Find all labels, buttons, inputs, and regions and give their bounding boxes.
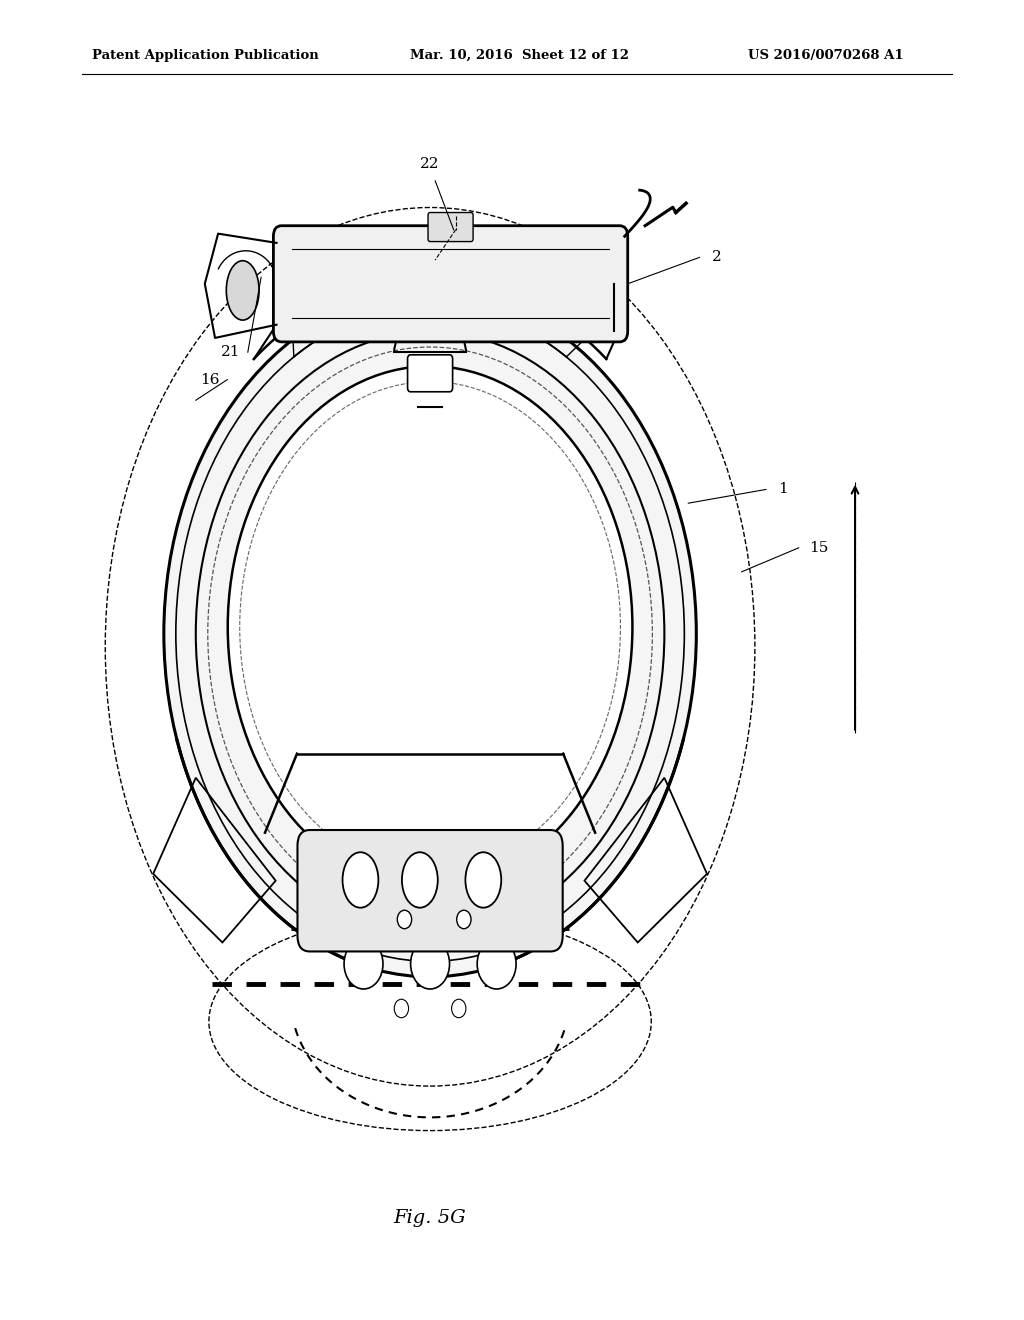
Circle shape (394, 999, 409, 1018)
Text: 15: 15 (810, 541, 828, 554)
Text: Patent Application Publication: Patent Application Publication (92, 49, 318, 62)
Text: 1: 1 (778, 482, 788, 496)
Ellipse shape (226, 260, 259, 319)
Text: Mar. 10, 2016  Sheet 12 of 12: Mar. 10, 2016 Sheet 12 of 12 (410, 49, 629, 62)
Text: 22: 22 (420, 157, 440, 170)
Circle shape (457, 911, 471, 929)
Circle shape (227, 366, 633, 888)
Text: US 2016/0070268 A1: US 2016/0070268 A1 (748, 49, 903, 62)
Circle shape (411, 939, 450, 989)
Circle shape (344, 939, 383, 989)
Text: 16: 16 (200, 372, 220, 387)
FancyBboxPatch shape (428, 213, 473, 242)
FancyBboxPatch shape (297, 830, 563, 952)
Circle shape (164, 290, 696, 977)
Circle shape (452, 999, 466, 1018)
FancyBboxPatch shape (273, 226, 628, 342)
Circle shape (477, 939, 516, 989)
FancyBboxPatch shape (408, 355, 453, 392)
Text: Fig. 5G: Fig. 5G (393, 1209, 467, 1228)
Ellipse shape (342, 853, 379, 908)
Text: 21: 21 (220, 345, 241, 359)
Ellipse shape (465, 853, 502, 908)
Circle shape (397, 911, 412, 929)
Text: 2: 2 (712, 251, 722, 264)
Ellipse shape (401, 853, 438, 908)
